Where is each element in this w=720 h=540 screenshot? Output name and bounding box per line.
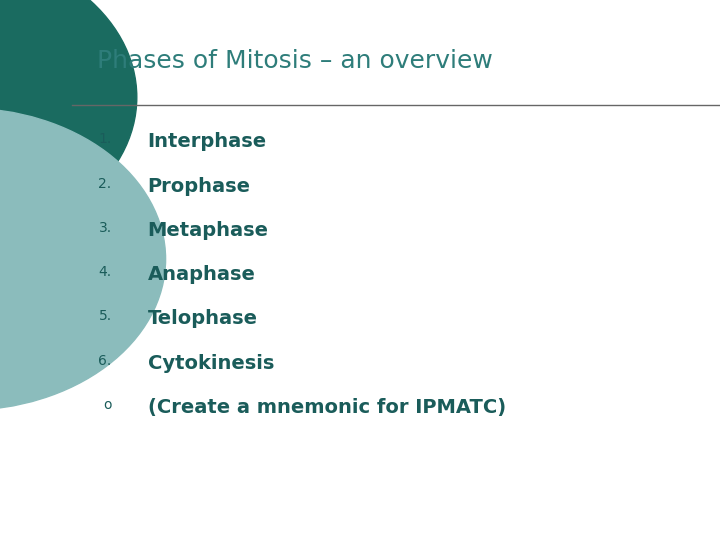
Text: Prophase: Prophase	[148, 177, 251, 195]
Circle shape	[0, 108, 166, 410]
Circle shape	[0, 0, 137, 248]
Text: 4.: 4.	[99, 265, 112, 279]
Text: Anaphase: Anaphase	[148, 265, 256, 284]
Text: Telophase: Telophase	[148, 309, 258, 328]
Text: Interphase: Interphase	[148, 132, 266, 151]
Text: o: o	[103, 398, 112, 412]
Text: Phases of Mitosis – an overview: Phases of Mitosis – an overview	[97, 49, 493, 72]
Text: (Create a mnemonic for IPMATC): (Create a mnemonic for IPMATC)	[148, 398, 505, 417]
Text: 1.: 1.	[99, 132, 112, 146]
Text: 6.: 6.	[99, 354, 112, 368]
Text: 3.: 3.	[99, 221, 112, 235]
Text: Cytokinesis: Cytokinesis	[148, 354, 274, 373]
Text: 5.: 5.	[99, 309, 112, 323]
Text: Metaphase: Metaphase	[148, 221, 269, 240]
Text: 2.: 2.	[99, 177, 112, 191]
